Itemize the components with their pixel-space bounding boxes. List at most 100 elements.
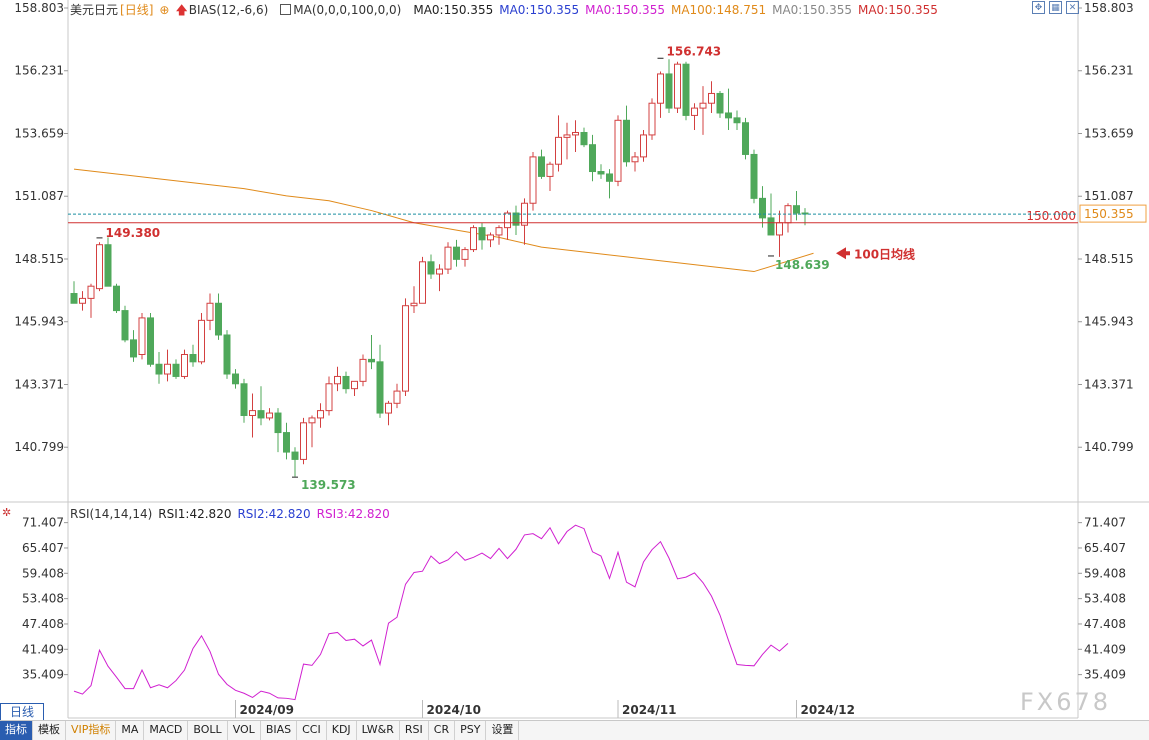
candle <box>376 344 384 418</box>
tab-kdj[interactable]: KDJ <box>327 721 357 740</box>
candle <box>725 88 732 131</box>
ma-box-icon <box>280 4 292 15</box>
tab-daily[interactable]: 日线 <box>0 703 44 720</box>
candle-body <box>147 317 154 365</box>
candle-body <box>266 412 273 419</box>
candle <box>572 120 579 153</box>
bias-label[interactable]: 🡅BIAS(12,-6,6) <box>175 3 274 17</box>
tab-ma[interactable]: MA <box>116 721 145 740</box>
ma-def-label[interactable]: MA(0,0,0,100,0,0) <box>280 3 407 17</box>
candle <box>206 293 214 331</box>
rsi2-value: RSI2:42.820 <box>237 507 311 521</box>
candle <box>113 283 120 314</box>
layout-icon[interactable]: ▦ <box>1049 1 1062 14</box>
candle <box>580 127 588 148</box>
candle-body <box>504 212 511 229</box>
candle-body <box>121 310 129 341</box>
tab-psy[interactable]: PSY <box>455 721 487 740</box>
local-high-label: 149.380 <box>106 226 161 240</box>
candle-body <box>674 63 681 109</box>
tab-lwr[interactable]: LW&R <box>357 721 400 740</box>
candle-body <box>555 136 562 165</box>
candle-body <box>461 249 469 260</box>
add-icon[interactable]: ⊕ <box>159 3 170 17</box>
candle <box>325 376 333 416</box>
ma-value-6: MA0:150.355 <box>857 3 938 17</box>
candle <box>648 98 656 140</box>
candle <box>359 354 367 387</box>
tab-macd[interactable]: MACD <box>144 721 189 740</box>
ma100-callout-arrow-icon <box>836 247 850 260</box>
symbol-label[interactable]: 美元日元 <box>70 3 119 17</box>
candle <box>249 393 256 438</box>
candle-body <box>419 261 426 304</box>
tab-cr[interactable]: CR <box>429 721 456 740</box>
rsi-def-label[interactable]: RSI(14,14,14) <box>70 507 153 521</box>
period-label[interactable]: [日线] <box>120 3 154 17</box>
candle-body <box>189 354 197 363</box>
candle-body <box>606 173 613 182</box>
candle-body <box>733 117 741 124</box>
price-tick-label-right: 156.231 <box>1084 64 1134 78</box>
tab-rsi[interactable]: RSI <box>400 721 429 740</box>
rsi-axis: 71.407 71.407 65.407 65.407 59.408 59.408 53.4… <box>22 516 1126 682</box>
ma100-callout-label: 100日均线 <box>854 246 915 261</box>
price-tick-label-right: 153.659 <box>1084 126 1134 140</box>
price-tick-label-right: 143.371 <box>1084 377 1134 391</box>
candle-body <box>138 317 146 356</box>
rsi-series <box>73 524 789 701</box>
candle-body <box>232 373 239 385</box>
tab-vol[interactable]: VOL <box>228 721 261 740</box>
candle <box>240 378 248 423</box>
close-icon[interactable]: ✕ <box>1066 1 1079 14</box>
rsi3-value: RSI3:42.820 <box>316 507 390 521</box>
candle <box>215 293 222 340</box>
price-tick-label-left: 156.231 <box>14 64 64 78</box>
candle <box>708 81 715 113</box>
candle <box>79 291 86 311</box>
candle-body <box>215 302 222 336</box>
tab-vip-indicators[interactable]: VIP指标 <box>66 721 117 740</box>
candle-body <box>376 361 384 414</box>
candle-body <box>274 412 282 434</box>
candle-body <box>716 92 724 114</box>
candle <box>776 210 783 257</box>
tab-boll[interactable]: BOLL <box>188 721 228 740</box>
candle-body <box>393 390 401 404</box>
candle-body <box>529 156 537 204</box>
tab-indicators[interactable]: 指标 <box>0 721 33 740</box>
candle <box>682 61 690 121</box>
candle-body <box>181 354 188 377</box>
candle-body <box>317 410 324 419</box>
candle <box>487 232 494 248</box>
settings-gear-icon[interactable]: ✲ <box>2 506 12 519</box>
candle-body <box>699 102 707 109</box>
ma-value-1: MA0:150.355 <box>413 3 494 17</box>
candle-body <box>563 134 571 138</box>
candle <box>640 130 647 162</box>
candle-body <box>750 153 758 199</box>
ma100-value: MA100:148.751 <box>670 3 767 17</box>
candle-body <box>759 197 766 219</box>
candle-body <box>342 375 350 390</box>
candle-body <box>436 268 443 275</box>
tab-cci[interactable]: CCI <box>297 721 327 740</box>
candle <box>631 152 639 172</box>
tab-settings[interactable]: 设置 <box>486 721 520 740</box>
candle <box>495 225 503 245</box>
expand-icon[interactable]: ✥ <box>1032 1 1045 14</box>
candle <box>138 313 146 360</box>
tab-templates[interactable]: 模板 <box>33 721 66 740</box>
candle <box>121 305 129 343</box>
rsi-tick-label-right: 59.408 <box>1084 566 1126 580</box>
candle <box>164 349 171 382</box>
candle <box>70 281 78 304</box>
price-tick-label-left: 151.087 <box>14 189 64 203</box>
tab-bias[interactable]: BIAS <box>261 721 298 740</box>
ma-value-5: MA0:150.355 <box>772 3 852 17</box>
candle <box>104 237 112 287</box>
rsi1-value: RSI1:42.820 <box>158 507 232 521</box>
candle <box>504 210 511 240</box>
candle-body <box>623 119 630 163</box>
date-tick-label: 2024/12 <box>801 703 855 717</box>
